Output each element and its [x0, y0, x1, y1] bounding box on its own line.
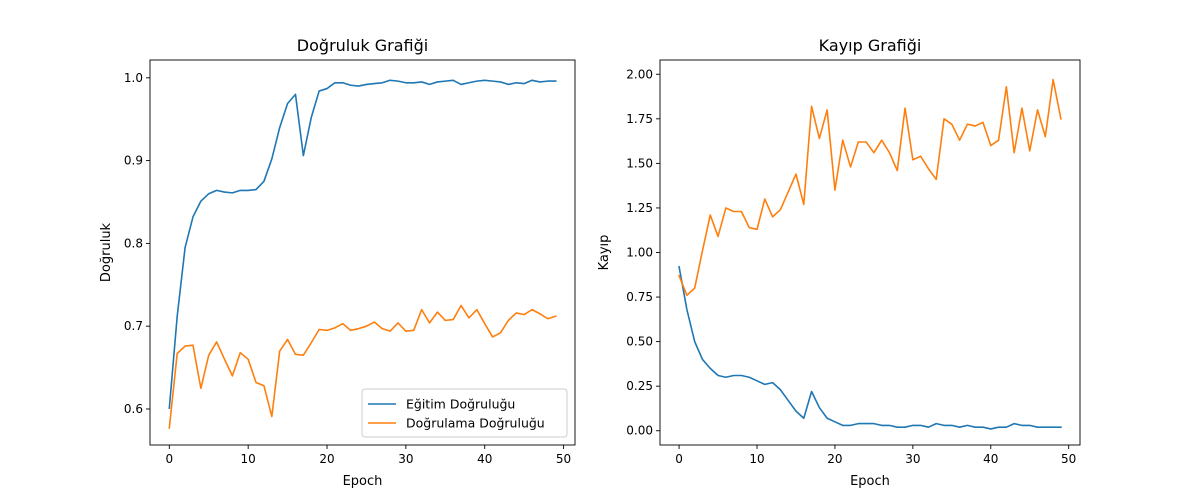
legend: Eğitim Doğruluğu Doğrulama Doğruluğu	[361, 388, 568, 438]
x-tick-label: 50	[1061, 452, 1076, 466]
x-tick-label: 10	[749, 452, 764, 466]
chart-panel-2: Kayıp Grafiği 0 10 20 30 40 50 0.00 0.25 0.50 0.75…	[597, 36, 1081, 489]
legend-label-2: Doğrulama Doğruluğu	[406, 416, 545, 431]
y-tick-label: 0.9	[124, 154, 143, 168]
x-tick-label: 40	[983, 452, 998, 466]
plot-frame	[659, 59, 1081, 446]
y-tick-label: 1.25	[626, 201, 653, 215]
chart-panel-1: Doğruluk Grafiği 0 10 20 30 40 50 0.6 0.7 0.8 0.9 1…	[99, 36, 576, 489]
y-tick-label: 1.00	[626, 246, 653, 260]
x-tick-label: 20	[827, 452, 842, 466]
y-tick-label: 0.6	[124, 402, 143, 416]
y-tick-label: 1.0	[124, 71, 143, 85]
x-tick-label: 50	[556, 452, 571, 466]
legend-label-1: Eğitim Doğruluğu	[406, 397, 515, 412]
x-tick-label: 30	[905, 452, 920, 466]
plot-frame	[149, 59, 576, 446]
series-line-2	[678, 78, 1062, 297]
x-tick-label: 30	[398, 452, 413, 466]
y-tick-label: 1.75	[626, 112, 653, 126]
x-tick-label: 10	[241, 452, 256, 466]
y-tick-label: 2.00	[626, 67, 653, 81]
y-tick-label: 0.8	[124, 236, 143, 250]
y-axis-label: Doğruluk	[99, 222, 114, 282]
chart-title: Kayıp Grafiği	[819, 36, 922, 55]
y-tick-label: 0.7	[124, 319, 143, 333]
y-axis-label: Kayıp	[597, 235, 612, 271]
y-tick-label: 0.25	[626, 379, 653, 393]
series-line-2	[168, 304, 557, 429]
chart-title: Doğruluk Grafiği	[297, 36, 428, 55]
x-axis-label: Epoch	[343, 474, 383, 489]
series-line-1	[168, 79, 557, 410]
series-line-1	[678, 265, 1062, 430]
y-tick-label: 1.50	[626, 156, 653, 170]
y-tick-label: 0.75	[626, 290, 653, 304]
x-axis-label: Epoch	[850, 474, 890, 489]
x-tick-label: 0	[675, 452, 683, 466]
y-tick-label: 0.00	[626, 424, 653, 438]
x-tick-label: 20	[319, 452, 334, 466]
x-tick-label: 40	[477, 452, 492, 466]
legend-box	[361, 388, 568, 438]
y-tick-label: 0.50	[626, 335, 653, 349]
x-tick-label: 0	[165, 452, 173, 466]
